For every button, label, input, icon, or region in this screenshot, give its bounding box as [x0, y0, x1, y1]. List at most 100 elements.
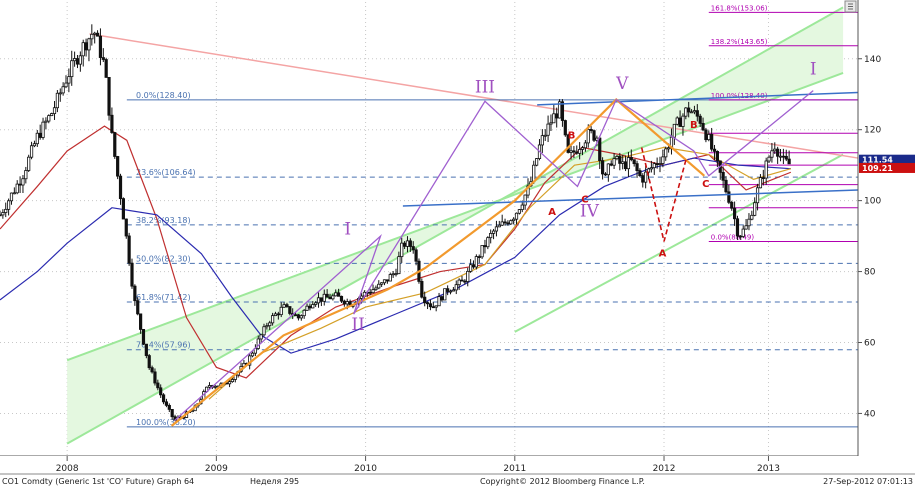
candle-body	[707, 134, 711, 141]
blue-trendline	[402, 189, 859, 207]
candle-body	[744, 225, 748, 230]
candle-body	[555, 113, 559, 119]
candle-body	[319, 297, 323, 302]
candle-body	[454, 284, 458, 291]
candle-body	[139, 313, 143, 330]
candle-body	[21, 178, 25, 186]
candle-body	[787, 158, 791, 165]
candle-body	[733, 207, 737, 220]
candle-body	[55, 92, 59, 109]
candle-body	[391, 273, 395, 276]
candle-body	[514, 212, 519, 220]
y-tick-label: 140	[864, 55, 881, 65]
candle-body	[431, 306, 435, 309]
candle-body	[161, 394, 166, 403]
candle-body	[311, 304, 315, 309]
candle-body	[84, 42, 88, 51]
candle-body	[104, 59, 108, 78]
candle-body	[299, 315, 303, 319]
candle-body	[500, 221, 504, 226]
candle-body	[523, 194, 527, 206]
candle-body	[684, 107, 688, 117]
wave-label: I	[810, 60, 817, 80]
channel-line	[66, 71, 844, 362]
candle-body	[646, 168, 651, 173]
candle-body	[549, 122, 553, 125]
wave-label: V	[615, 74, 629, 94]
candle-body	[27, 156, 31, 171]
candle-body	[345, 301, 349, 305]
candle-body	[107, 76, 111, 116]
candle-body	[282, 304, 286, 308]
price-tag-box	[859, 154, 915, 165]
candle-body	[701, 123, 705, 131]
blue-trendline	[537, 91, 859, 106]
moving-average-line	[208, 146, 792, 400]
candle-body	[474, 256, 478, 268]
candle-body	[601, 160, 605, 175]
corner-toggle[interactable]	[844, 0, 857, 13]
candle-body	[164, 401, 169, 406]
candle-body	[440, 296, 444, 301]
candle-body	[566, 134, 570, 153]
candle-body	[532, 164, 536, 183]
candle-body	[428, 303, 433, 308]
candle-body	[113, 132, 117, 157]
candle-body	[93, 32, 97, 35]
candle-body	[457, 279, 461, 286]
candle-body	[12, 192, 16, 195]
candle-body	[446, 288, 450, 292]
candle-body	[101, 57, 105, 60]
candle-body	[141, 329, 146, 345]
candle-body	[230, 379, 235, 383]
candle-body	[4, 208, 8, 213]
candle-body	[328, 296, 332, 300]
candle-body	[368, 291, 372, 294]
candle-body	[778, 155, 783, 158]
candle-body	[265, 325, 269, 328]
candle-body	[227, 381, 232, 385]
wave-label: B	[690, 120, 698, 131]
candle-body	[572, 150, 576, 153]
candle-body	[136, 300, 140, 315]
candle-body	[526, 185, 530, 196]
wave-label: III	[475, 77, 495, 97]
candle-body	[35, 132, 39, 145]
candle-body	[489, 233, 493, 239]
wave-label: II	[351, 315, 364, 335]
candle-body	[382, 279, 387, 284]
candle-body	[153, 371, 157, 384]
candle-body	[331, 295, 335, 300]
candle-body	[535, 158, 539, 166]
candle-body	[621, 161, 625, 164]
candle-body	[150, 367, 154, 373]
candle-body	[471, 264, 476, 268]
candle-body	[609, 163, 613, 166]
candle-body	[767, 156, 771, 162]
x-tick-label: 2009	[205, 464, 228, 474]
wave-label: A	[548, 207, 556, 218]
candle-body	[276, 313, 280, 316]
candle-body	[563, 120, 567, 136]
candle-body	[380, 282, 384, 285]
candle-body	[75, 58, 80, 65]
resistance-line	[89, 33, 859, 159]
candle-body	[644, 171, 648, 183]
candle-body	[606, 163, 610, 176]
wave-label: IV	[580, 202, 600, 222]
candle-body	[681, 115, 685, 127]
candle-body	[405, 240, 410, 247]
red-dashed-wave	[640, 147, 688, 242]
candle-body	[512, 218, 516, 222]
candle-body	[753, 202, 757, 216]
candle-body	[575, 151, 579, 154]
x-tick-label: 2010	[354, 464, 377, 474]
candle-body	[15, 183, 19, 194]
wave-label: I	[344, 219, 351, 239]
candle-body	[641, 175, 645, 183]
annotation-lines	[170, 90, 859, 427]
candle-body	[543, 134, 547, 137]
candle-body	[750, 214, 754, 220]
candle-body	[337, 292, 341, 297]
